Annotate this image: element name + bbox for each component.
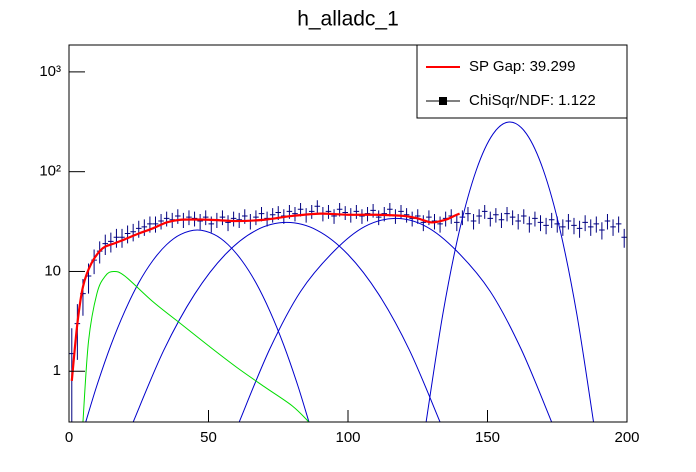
data-point — [610, 219, 616, 236]
data-point — [141, 219, 148, 236]
data-point — [158, 213, 164, 230]
data-point — [325, 205, 332, 219]
data-point — [253, 210, 259, 226]
data-point — [498, 212, 505, 228]
data-point — [197, 213, 203, 230]
data-point — [414, 209, 421, 224]
x-tick-label: 150 — [475, 429, 500, 446]
fit-curve — [82, 270, 310, 422]
data-point — [225, 215, 231, 232]
data-point — [493, 208, 499, 223]
data-point — [152, 216, 159, 233]
data-point — [543, 217, 549, 235]
data-point — [604, 213, 611, 230]
fit-curve — [132, 221, 441, 422]
data-point — [520, 209, 527, 224]
data-point — [515, 213, 521, 230]
data-point — [359, 209, 365, 224]
chart-title: h_alladc_1 — [297, 8, 399, 31]
plot-area — [69, 121, 627, 422]
data-point — [437, 216, 443, 233]
data-point — [124, 225, 131, 244]
data-point — [470, 213, 477, 230]
data-point — [108, 232, 114, 253]
data-point — [454, 215, 460, 232]
legend-label: SP Gap: 39.299 — [469, 58, 575, 75]
x-tick-label: 200 — [614, 429, 639, 446]
data-point — [314, 200, 321, 214]
data-point — [102, 234, 109, 256]
fit-curve — [238, 217, 553, 422]
data-point — [269, 208, 276, 223]
data-point — [532, 211, 538, 227]
data-point — [130, 223, 136, 242]
data-point — [599, 222, 605, 240]
data-point — [487, 211, 494, 227]
data-point — [135, 220, 142, 238]
data-point — [163, 211, 170, 227]
data-point — [571, 217, 577, 235]
data-point — [587, 219, 594, 236]
data-point — [420, 215, 427, 232]
data-point — [537, 215, 544, 232]
data-point — [565, 213, 572, 230]
data-point — [548, 212, 555, 228]
data-point — [230, 211, 237, 227]
x-tick-label: 50 — [200, 429, 217, 446]
x-tick-label: 100 — [335, 429, 360, 446]
data-point — [375, 210, 382, 226]
data-point — [582, 215, 588, 232]
data-point — [621, 228, 627, 248]
y-tick-label: 10³ — [39, 63, 61, 80]
fit-curve — [70, 212, 461, 382]
y-tick-label: 10² — [39, 163, 61, 180]
data-point — [113, 228, 120, 248]
data-point — [593, 216, 600, 233]
legend-marker — [439, 97, 447, 105]
data-point — [481, 205, 488, 219]
data-point — [342, 206, 348, 220]
data-point — [353, 205, 360, 219]
data-point — [331, 209, 337, 224]
data-point — [504, 207, 510, 222]
data-point — [186, 210, 192, 226]
legend-label: ChiSqr/NDF: 1.122 — [469, 92, 596, 109]
data-point — [175, 209, 181, 224]
y-tick-label: 1 — [53, 362, 61, 379]
data-point — [308, 205, 315, 219]
data-point — [526, 216, 533, 233]
data-point — [560, 219, 566, 236]
x-tick-label: 0 — [65, 429, 73, 446]
fit-curve — [85, 229, 310, 422]
fit-curve — [425, 121, 595, 422]
data-point — [576, 220, 583, 238]
data-point — [509, 210, 516, 226]
data-point — [202, 210, 209, 226]
data-point — [476, 209, 482, 224]
data-point — [219, 210, 226, 226]
y-tick-label: 10 — [44, 262, 61, 279]
data-point — [615, 216, 622, 233]
data-point — [119, 228, 125, 248]
data-point — [292, 207, 298, 222]
data-point — [465, 207, 471, 222]
legend-box — [416, 44, 628, 119]
